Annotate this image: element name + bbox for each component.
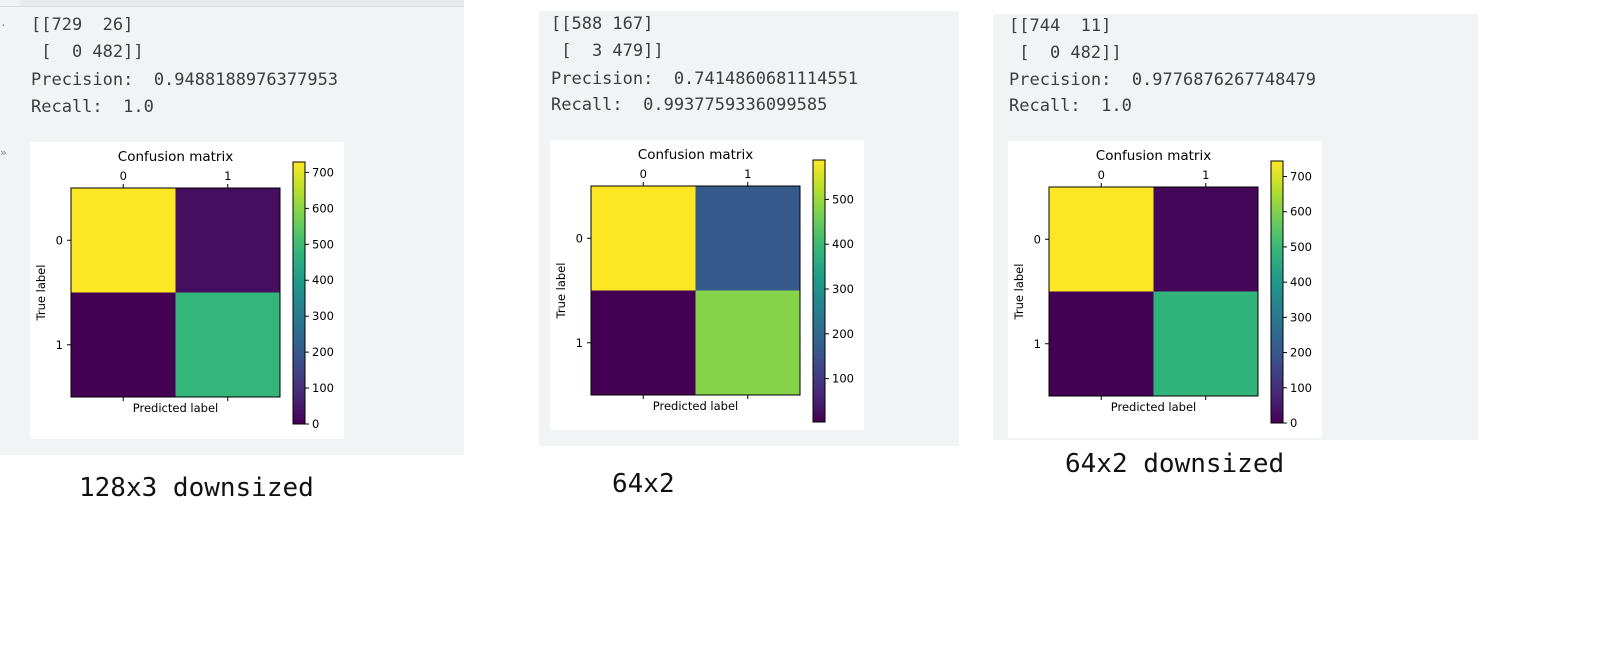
y-tick-label: 0 [576,231,583,245]
x-tick-label: 1 [744,167,751,181]
x-tick-label: 1 [224,169,231,183]
recall-text: Recall: 1.0 [31,97,154,117]
matrix-cell [591,186,696,291]
colorbar-tick-label: 200 [312,345,334,359]
x-axis-label: Predicted label [1111,400,1196,414]
confusion-matrix-figure: Confusion matrix 0 1 0 1 Predicted label True … [1008,141,1322,438]
colorbar [812,159,826,423]
x-tick-label: 1 [1202,168,1209,182]
cell-separator [0,0,464,7]
colorbar-tick-label: 500 [1290,240,1312,254]
chart-title: Confusion matrix [118,149,233,165]
confusion-matrix-text: [[729 26] [ 0 482]] [31,15,144,62]
colorbar-tick-label: 200 [1290,346,1312,360]
matrix-cell [1153,291,1258,396]
colorbar-tick-label: 400 [1290,275,1312,289]
matrix-cell [175,292,280,397]
colorbar-tick-label: 300 [312,309,334,323]
y-tick-label: 1 [576,336,583,350]
colorbar-tick-label: 700 [312,165,334,179]
matrix-cell [1049,291,1154,396]
matrix-cell [71,188,176,293]
recall-text: Recall: 0.9937759336099585 [551,95,828,115]
colorbar-tick-label: 0 [312,417,319,431]
precision-text: Precision: 0.9776876267748479 [1009,70,1317,90]
colorbar-tick-label: 400 [832,237,854,251]
colorbar-tick-label: 600 [312,201,334,215]
colorbar-tick-label: 500 [312,237,334,251]
confusion-matrix-text: [[744 11] [ 0 482]] [1009,16,1122,63]
chart-title: Confusion matrix [1096,148,1211,164]
matrix-cell [175,188,280,293]
colorbar-tick-label: 100 [1290,381,1312,395]
recall-text: Recall: 1.0 [1009,96,1132,116]
colorbar-tick-label: 700 [1290,169,1312,183]
colorbar-tick-label: 300 [1290,310,1312,324]
plot-frame [70,187,281,398]
y-tick-label: 1 [1034,337,1041,351]
figure-caption: 64x2 downsized [1065,449,1285,479]
matrix-cell [1049,187,1154,292]
matrix-cell [591,290,696,395]
confusion-matrix-figure: Confusion matrix 0 1 0 1 Predicted label True … [30,142,344,439]
y-tick-label: 0 [1034,232,1041,246]
chart-title: Confusion matrix [638,147,753,163]
output-gutter-marker: » [0,146,7,159]
x-axis-label: Predicted label [653,399,738,413]
confusion-matrix-chart: Confusion matrix 0 1 0 1 Predicted label True … [34,149,334,431]
matrix-cell [695,186,800,291]
colorbar-tick-label: 300 [832,282,854,296]
colorbar-tick-label: 100 [832,372,854,386]
colorbar [292,161,306,425]
x-tick-label: 0 [1098,168,1105,182]
colorbar [1270,160,1284,424]
figure-caption: 64x2 [612,469,675,499]
y-tick-label: 0 [56,233,63,247]
confusion-matrix-chart: Confusion matrix 0 1 0 1 Predicted label True … [1012,148,1312,430]
confusion-matrix-figure: Confusion matrix 0 1 0 1 Predicted label True … [550,140,864,430]
cell-separator-gap [0,0,20,6]
plot-frame [590,185,801,396]
y-axis-label: True label [554,263,568,320]
colorbar-tick-label: 200 [832,327,854,341]
precision-text: Precision: 0.9488188976377953 [31,70,339,90]
x-tick-label: 0 [120,169,127,183]
colorbar-tick-label: 0 [1290,416,1297,430]
matrix-cell [695,290,800,395]
matrix-cell [1153,187,1258,292]
output-gutter-marker: · [0,19,7,32]
colorbar-tick-label: 400 [312,273,334,287]
y-tick-label: 1 [56,338,63,352]
colorbar-tick-label: 600 [1290,205,1312,219]
precision-text: Precision: 0.7414860681114551 [551,69,859,89]
x-tick-label: 0 [640,167,647,181]
y-axis-label: True label [1012,264,1026,321]
colorbar-tick-label: 100 [312,381,334,395]
confusion-matrix-text: [[588 167] [ 3 479]] [551,14,664,61]
y-axis-label: True label [34,265,48,322]
figure-caption: 128x3 downsized [79,473,314,503]
matrix-cell [71,292,176,397]
colorbar-tick-label: 500 [832,192,854,206]
plot-frame [1048,186,1259,397]
confusion-matrix-chart: Confusion matrix 0 1 0 1 Predicted label True … [554,147,854,423]
x-axis-label: Predicted label [133,401,218,415]
